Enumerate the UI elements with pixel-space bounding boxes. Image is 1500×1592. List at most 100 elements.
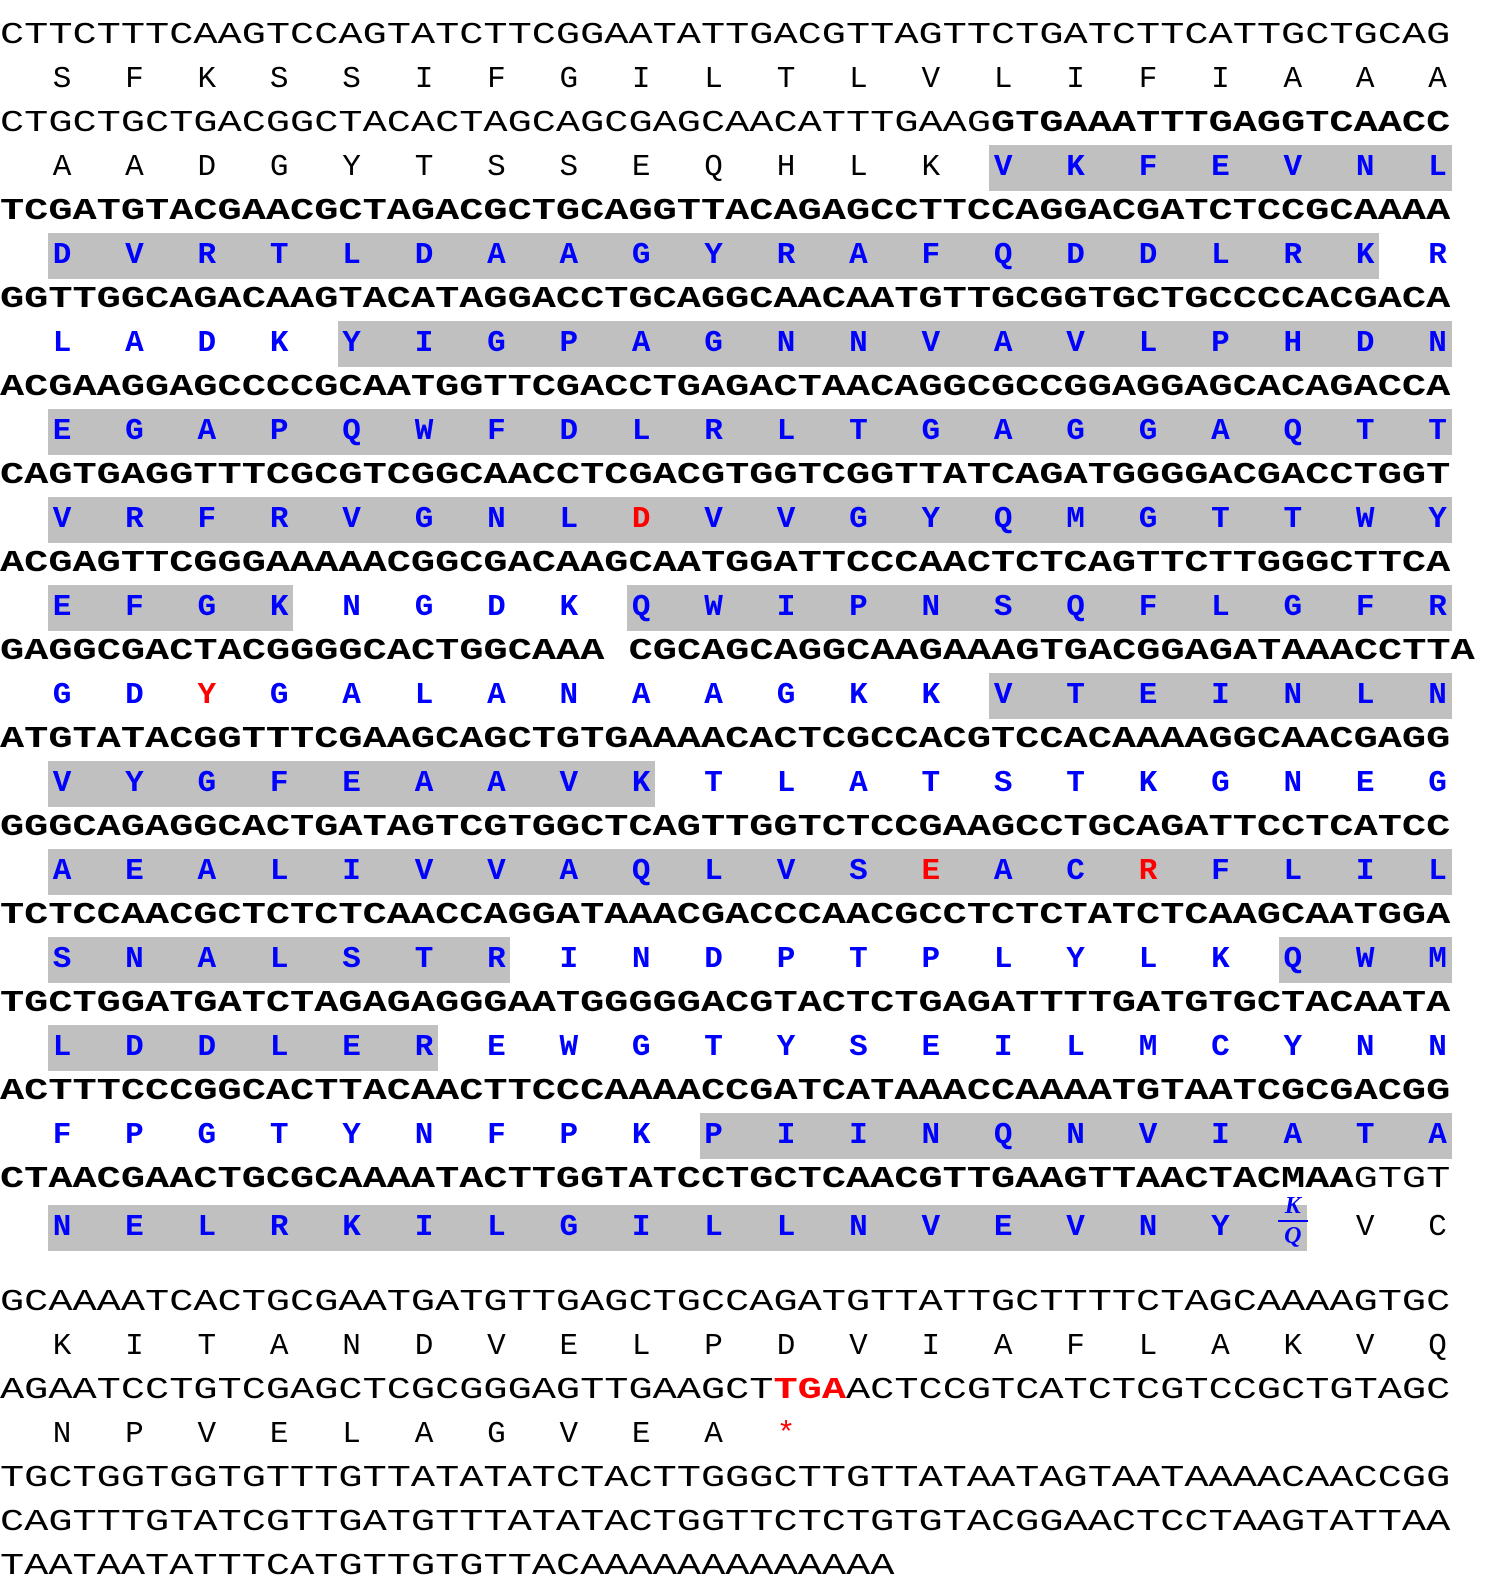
residue: T [197,1329,217,1364]
residue: N [52,1417,72,1452]
coding-residue: N [1428,1030,1447,1065]
coding-residue: A [487,238,506,273]
coding-residue: T [849,942,868,977]
coding-residue: F [269,766,289,801]
coding-residue: Y [1066,942,1085,977]
amino-acid-line: N P V E L A G V E A * [0,1413,1500,1457]
coding-residue: F [1211,854,1230,889]
residue: V [921,62,941,97]
coding-residue: N [1066,1118,1085,1153]
coding-residue: E [993,1210,1013,1245]
nucleotide-line: GGGCAGAGGCACTGATAGTCGTGGCTCAGTTGGTCTCCGA… [0,806,1450,850]
coding-residue: W [1355,502,1375,537]
coding-residue: G [921,414,941,449]
domain-highlight [1278,937,1452,983]
coding-residue: L [1283,854,1303,889]
coding-residue: S [342,942,361,977]
coding-residue: V [993,678,1013,713]
residue: I [1211,62,1230,97]
residue: A [414,1417,434,1452]
coding-residue: S [993,590,1013,625]
coding-residue: G [631,1030,651,1065]
coding-nucleotides: ATGTATACGGTTTCGAAGCAGCTGTGAAAACACTCGCCAC… [0,723,1451,757]
coding-residue: T [1211,502,1230,537]
coding-residue: N [1355,150,1375,185]
coding-residue: G [631,238,651,273]
coding-residue: G [704,326,723,361]
coding-residue: N [1428,326,1447,361]
domain-highlight [48,1025,438,1071]
coding-nucleotides: GGGCAGAGGCACTGATAGTCGTGGCTCAGTTGGTCTCCGA… [0,811,1451,845]
mutated-residue: D [631,502,651,537]
coding-residue: I [414,326,434,361]
coding-residue: W [704,590,723,625]
coding-residue: D [1138,238,1158,273]
coding-residue: N [849,1210,868,1245]
nucleotide-line: TGCTGGATGATCTAGAGAGGGAATGGGGGACGTACTCTGA… [0,982,1450,1026]
domain-highlight [48,585,294,631]
coding-residue: G [1066,414,1085,449]
domain-highlight [48,1205,1307,1251]
coding-residue: V [1066,326,1085,361]
ambiguous-residue-top: K [1277,1192,1308,1222]
coding-residue: T [1428,414,1447,449]
coding-residue: L [52,326,72,361]
coding-residue: V [1138,1118,1158,1153]
coding-residue: Q [993,1118,1013,1153]
coding-residue: P [559,326,579,361]
coding-residue: L [559,502,579,537]
coding-residue: V [342,502,361,537]
coding-residue: L [704,854,723,889]
nucleotide-line: CAGTGAGGTTTCGCGTCGGCAACCTCGACGTGGTCGGTTA… [0,454,1450,498]
coding-residue: G [487,326,506,361]
residue: N [342,1329,361,1364]
residue: V [559,1417,579,1452]
coding-residue: V [52,502,72,537]
nucleotides: GTGT [1353,1163,1451,1197]
coding-residue: Y [1283,1030,1303,1065]
coding-residue: D [125,678,144,713]
coding-residue: R [776,238,796,273]
domain-highlight [699,1113,1452,1159]
coding-residue: E [125,854,144,889]
residue: G [559,62,579,97]
nucleotide-line: GAGGCGACTACGGGGCACTGGCAAA CGCAGCAGGCAAGA… [0,630,1475,674]
coding-residue: T [1066,678,1085,713]
coding-residue: R [1283,238,1303,273]
residue: I [631,62,651,97]
nucleotides: ACTCCGTCATCTCGTCCGCTGTAGC [846,1374,1451,1408]
coding-residue: A [559,854,579,889]
coding-residue: N [52,1210,72,1245]
coding-residue: V [704,502,723,537]
coding-residue: N [776,326,796,361]
coding-residue: G [125,414,144,449]
coding-residue: A [487,678,506,713]
coding-residue: F [487,1118,506,1153]
coding-residue: A [197,942,217,977]
residue: S [559,150,579,185]
coding-residue: D [487,590,506,625]
residue: E [631,150,651,185]
residue: P [125,1417,144,1452]
residue: L [1138,1329,1158,1364]
coding-residue: A [559,238,579,273]
coding-residue: K [269,326,289,361]
residue: V [197,1417,217,1452]
residue: A [993,1329,1013,1364]
coding-residue: A [125,326,144,361]
coding-residue: L [269,854,289,889]
coding-residue: A [1211,414,1230,449]
residue: K [1283,1329,1303,1364]
nucleotide-line: ACGAAGGAGCCCCGCAATGGTTCGACCTGAGACTAACAGG… [0,366,1450,410]
residue: L [342,1417,361,1452]
coding-residue: T [849,414,868,449]
coding-residue: R [1428,590,1447,625]
coding-nucleotides: TCTCCAACGCTCTCTCAACCAGGATAAACGACCCAACGCC… [0,899,1451,933]
coding-residue: L [487,1210,506,1245]
nucleotide-line: GGTTGGCAGACAAGTACATAGGACCTGCAGGCAACAATGT… [0,278,1450,322]
coding-residue: Y [776,1030,796,1065]
coding-residue: A [993,326,1013,361]
coding-residue: A [487,766,506,801]
